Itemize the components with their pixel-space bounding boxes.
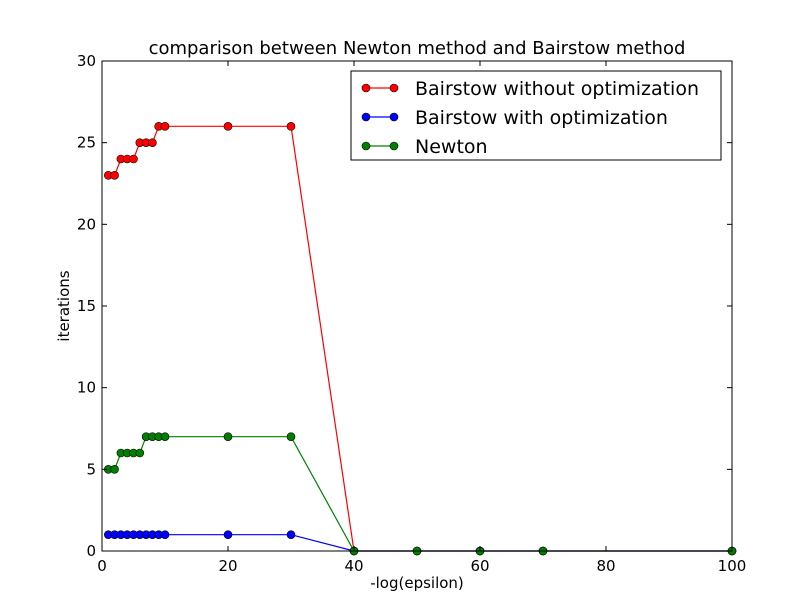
legend-label-2: Newton [415,136,488,158]
x-tick-label-3: 60 [470,557,489,575]
x-tick-label-1: 20 [218,557,237,575]
legend-marker-left-0 [361,83,371,93]
data-point-0-4 [129,154,138,164]
y-tick-label-3: 15 [77,297,96,315]
x-tick-label-5: 100 [718,557,747,575]
legend: Bairstow without optimization Bairstow wi… [350,70,722,161]
data-point-2-5 [135,448,145,458]
data-point-2-9 [160,432,170,441]
legend-marker-left-1 [361,112,371,122]
legend-marker-right-2 [389,141,399,151]
legend-marker-right-0 [389,83,399,93]
data-point-2-11 [286,432,296,441]
data-point-1-10 [223,530,233,539]
plot-area: 0 20 40 60 80 100 0 5 10 15 20 25 30 [77,52,746,575]
legend-label-1: Bairstow with optimization [415,107,668,129]
data-point-0-9 [160,122,170,131]
x-tick-label-2: 40 [344,557,363,575]
legend-box [350,70,722,161]
y-axis-label: iterations [55,270,73,341]
legend-marker-right-1 [389,112,399,122]
legend-marker-left-2 [361,141,371,151]
data-point-2-10 [223,432,233,441]
y-tick-label-1: 5 [86,460,96,478]
data-point-2-1 [110,465,119,474]
data-point-0-1 [110,171,119,180]
data-point-1-11 [286,530,296,539]
data-point-1-9 [160,530,170,539]
y-tick-label-2: 10 [77,379,96,397]
y-tick-label-6: 30 [77,52,96,70]
y-tick-label-0: 0 [86,542,96,560]
x-tick-label-4: 80 [596,557,615,575]
x-tick-label-0: 0 [97,557,107,575]
data-point-0-7 [148,138,157,147]
data-point-0-11 [286,122,296,131]
y-tick-label-4: 20 [77,215,96,233]
chart-title: comparison between Newton method and Bai… [149,38,686,59]
x-axis-label: -log(epsilon) [370,574,464,592]
data-point-0-10 [223,122,233,131]
legend-label-0: Bairstow without optimization [415,78,699,100]
y-tick-label-5: 25 [77,134,96,152]
